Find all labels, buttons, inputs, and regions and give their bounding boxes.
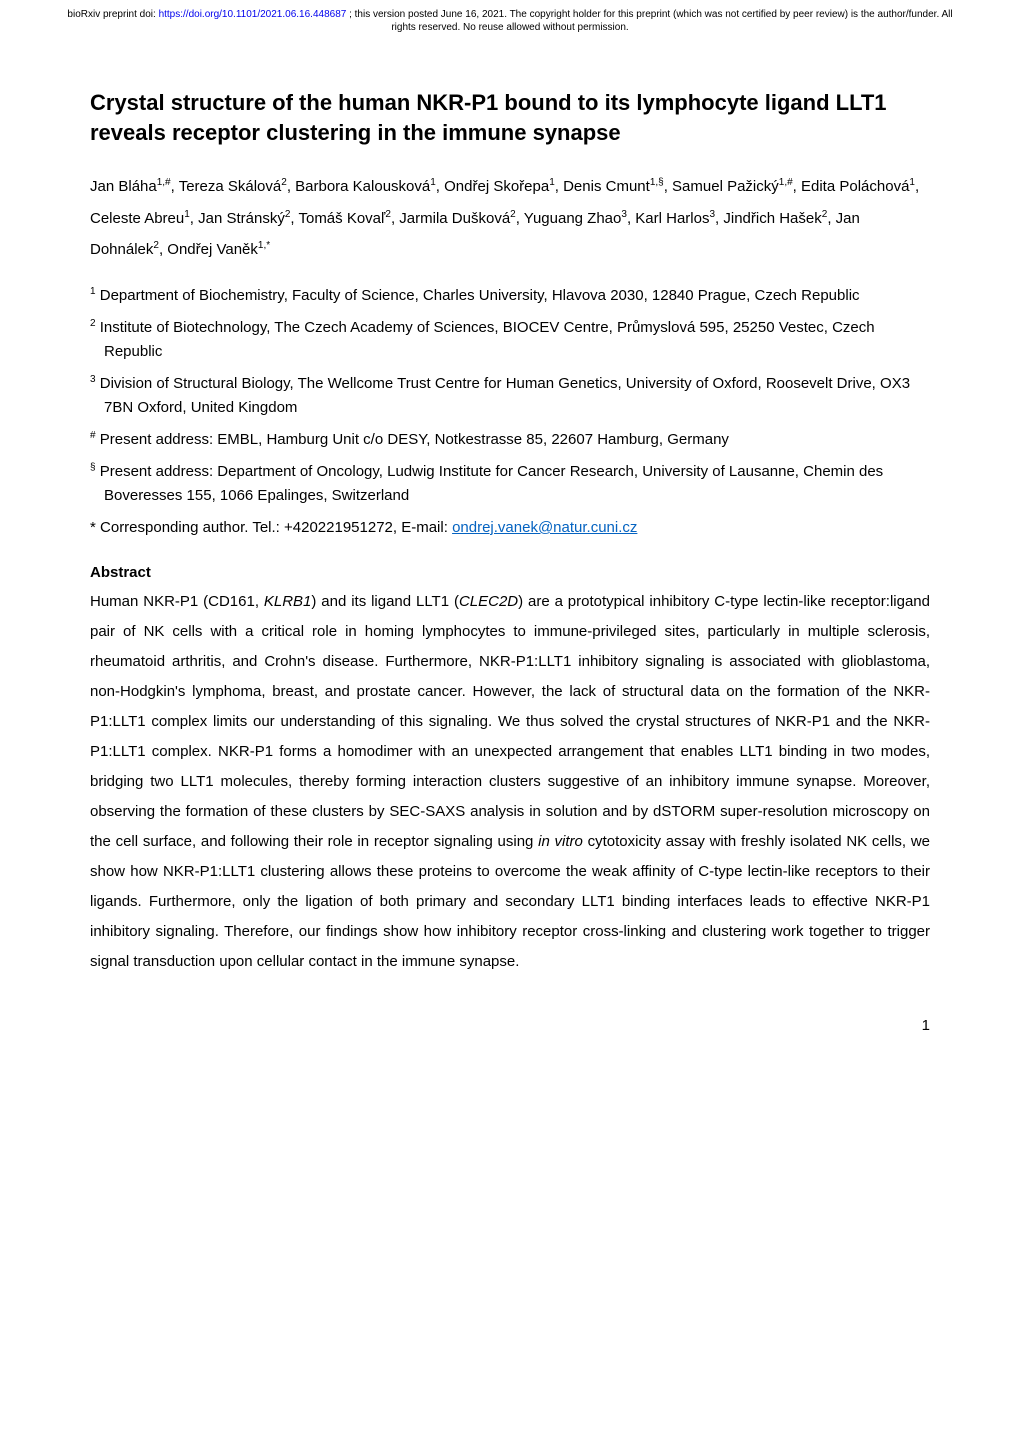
affiliation-marker: 1	[90, 286, 96, 297]
author-list: Jan Bláha1,#, Tereza Skálová2, Barbora K…	[90, 171, 930, 266]
paper-title: Crystal structure of the human NKR-P1 bo…	[90, 88, 930, 147]
header-suffix: ; this version posted June 16, 2021. The…	[349, 9, 952, 33]
preprint-header: bioRxiv preprint doi: https://doi.org/10…	[0, 0, 1020, 38]
affiliation-section: § Present address: Department of Oncolog…	[90, 460, 930, 508]
affiliation-3: 3 Division of Structural Biology, The We…	[90, 372, 930, 420]
corresponding-author: * Corresponding author. Tel.: +420221951…	[90, 516, 930, 540]
affiliation-marker: #	[90, 430, 96, 441]
corresponding-prefix: Corresponding author. Tel.: +42022195127…	[100, 519, 452, 536]
doi-link[interactable]: https://doi.org/10.1101/2021.06.16.44868…	[159, 9, 347, 20]
corresponding-marker: *	[90, 519, 96, 536]
affiliation-text: Division of Structural Biology, The Well…	[100, 375, 910, 416]
abstract-text: Human NKR-P1 (CD161, KLRB1) and its liga…	[90, 587, 930, 977]
affiliation-text: Institute of Biotechnology, The Czech Ac…	[100, 319, 875, 360]
affiliations-block: 1 Department of Biochemistry, Faculty of…	[90, 284, 930, 540]
page-number: 1	[0, 1017, 1020, 1064]
affiliation-marker: 3	[90, 374, 96, 385]
affiliation-marker: 2	[90, 318, 96, 329]
affiliation-hash: # Present address: EMBL, Hamburg Unit c/…	[90, 428, 930, 452]
affiliation-text: Department of Biochemistry, Faculty of S…	[100, 287, 860, 304]
affiliation-marker: §	[90, 462, 96, 473]
affiliation-1: 1 Department of Biochemistry, Faculty of…	[90, 284, 930, 308]
header-prefix: bioRxiv preprint doi:	[67, 9, 158, 20]
affiliation-text: Present address: Department of Oncology,…	[100, 463, 883, 504]
corresponding-email-link[interactable]: ondrej.vanek@natur.cuni.cz	[452, 519, 637, 536]
page-content: Crystal structure of the human NKR-P1 bo…	[0, 38, 1020, 1017]
affiliation-2: 2 Institute of Biotechnology, The Czech …	[90, 316, 930, 364]
abstract-heading: Abstract	[90, 564, 930, 581]
affiliation-text: Present address: EMBL, Hamburg Unit c/o …	[100, 431, 729, 448]
